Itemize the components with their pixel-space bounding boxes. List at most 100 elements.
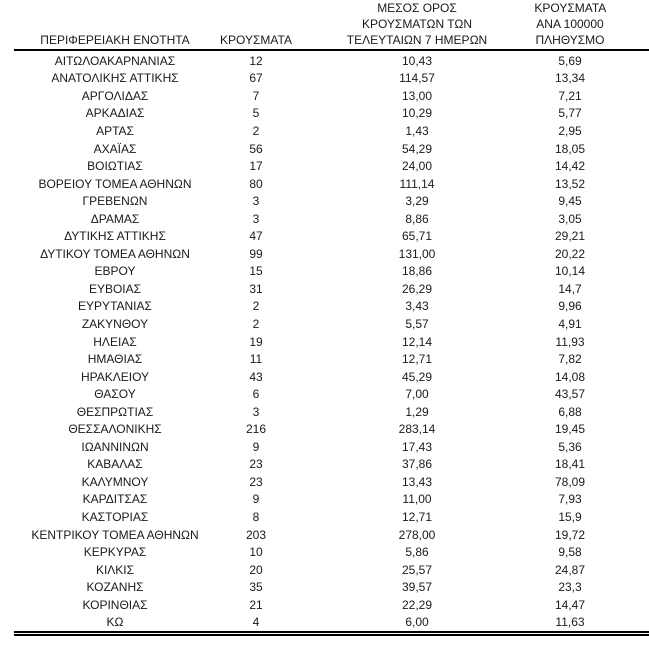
table-row: ΘΑΣΟΥ 6 7,00 43,57 [14, 385, 649, 403]
cell-avg7-value: 10,29 [401, 106, 433, 121]
cell-cases-value: 216 [245, 422, 267, 437]
table-row: ΚΑΣΤΟΡΙΑΣ 8 12,71 15,9 [14, 508, 649, 526]
cell-cases: 6 [216, 387, 296, 401]
cell-avg7-value: 26,29 [401, 281, 433, 296]
cell-per100k-value: 19,45 [554, 422, 586, 437]
cell-per100k: 5,36 [538, 440, 602, 454]
cell-avg7: 13,00 [296, 89, 538, 103]
table-row: ΗΛΕΙΑΣ 19 12,14 11,93 [14, 333, 649, 351]
cell-avg7-value: 111,14 [399, 176, 435, 191]
cell-per100k: 24,87 [538, 563, 602, 577]
cell-region: ΒΟΙΩΤΙΑΣ [14, 159, 216, 173]
cell-region: ΕΥΒΟΙΑΣ [14, 282, 216, 296]
cell-avg7: 13,43 [296, 475, 538, 489]
cell-per100k-value: 43,57 [554, 387, 586, 402]
table-row: ΒΟΙΩΤΙΑΣ 17 24,00 14,42 [14, 157, 649, 175]
cell-per100k-value: 20,22 [554, 246, 586, 261]
cell-cases: 43 [216, 370, 296, 384]
table-row: ΚΟΡΙΝΘΙΑΣ 21 22,29 14,47 [14, 596, 649, 614]
cell-cases-value: 43 [249, 369, 263, 384]
cell-avg7: 114,57 [296, 71, 538, 85]
cell-avg7-value: 278,00 [398, 527, 436, 542]
cell-avg7-value: 7,00 [405, 387, 429, 402]
cell-per100k-value: 3,05 [558, 211, 582, 226]
cell-avg7: 5,86 [296, 545, 538, 559]
cell-per100k: 7,21 [538, 89, 602, 103]
cell-per100k-value: 18,05 [554, 141, 586, 156]
column-header-per-100000-label: ΚΡΟΥΣΜΑΤΑ ΑΝΑ 100000 ΠΛΗΘΥΣΜΟ [534, 1, 607, 47]
cell-per100k: 14,08 [538, 370, 602, 384]
cell-region-value: ΗΜΑΘΙΑΣ [87, 352, 143, 367]
cell-avg7: 6,00 [296, 615, 538, 629]
cell-region: ΕΥΡΥΤΑΝΙΑΣ [14, 299, 216, 313]
cell-per100k-value: 5,36 [558, 439, 582, 454]
cell-region: ΚΟΡΙΝΘΙΑΣ [14, 598, 216, 612]
cell-region-value: ΑΝΑΤΟΛΙΚΗΣ ΑΤΤΙΚΗΣ [51, 71, 179, 86]
cell-per100k: 14,47 [538, 598, 602, 612]
table-row: ΕΒΡΟΥ 15 18,86 10,14 [14, 263, 649, 281]
table-row: ΑΝΑΤΟΛΙΚΗΣ ΑΤΤΙΚΗΣ 67 114,57 13,34 [14, 70, 649, 88]
cell-region-value: ΔΥΤΙΚΗΣ ΑΤΤΙΚΗΣ [64, 229, 166, 244]
cell-region: ΚΕΡΚΥΡΑΣ [14, 545, 216, 559]
cell-avg7: 5,57 [296, 317, 538, 331]
cell-per100k: 78,09 [538, 475, 602, 489]
table-row: ΔΥΤΙΚΟΥ ΤΟΜΕΑ ΑΘΗΝΩΝ 99 131,00 20,22 [14, 245, 649, 263]
cell-region-value: ΑΡΚΑΔΙΑΣ [85, 106, 145, 121]
cell-region-value: ΕΒΡΟΥ [94, 264, 136, 279]
cell-cases: 99 [216, 247, 296, 261]
cell-avg7: 10,43 [296, 54, 538, 68]
cell-region: ΔΡΑΜΑΣ [14, 212, 216, 226]
cell-avg7: 24,00 [296, 159, 538, 173]
cell-region-value: ΓΡΕΒΕΝΩΝ [82, 194, 148, 209]
cell-region: ΗΡΑΚΛΕΙΟΥ [14, 370, 216, 384]
cell-per100k: 23,3 [538, 580, 602, 594]
cell-region: ΚΙΛΚΙΣ [14, 563, 216, 577]
cell-per100k-value: 14,42 [554, 159, 586, 174]
table-row: ΚΟΖΑΝΗΣ 35 39,57 23,3 [14, 578, 649, 596]
cell-cases: 3 [216, 405, 296, 419]
cell-region-value: ΕΥΒΟΙΑΣ [88, 281, 142, 296]
cell-cases: 5 [216, 106, 296, 120]
cell-per100k-value: 14,47 [554, 597, 586, 612]
cell-cases: 20 [216, 563, 296, 577]
cell-cases-value: 11 [249, 352, 263, 367]
cell-region: ΚΑΛΥΜΝΟΥ [14, 475, 216, 489]
cell-avg7: 39,57 [296, 580, 538, 594]
cell-avg7-value: 13,00 [401, 88, 433, 103]
table-row: ΘΕΣΠΡΩΤΙΑΣ 3 1,29 6,88 [14, 403, 649, 421]
cell-region: ΚΕΝΤΡΙΚΟΥ ΤΟΜΕΑ ΑΘΗΝΩΝ [14, 528, 216, 542]
cell-cases-value: 7 [252, 88, 260, 103]
cell-region: ΒΟΡΕΙΟΥ ΤΟΜΕΑ ΑΘΗΝΩΝ [14, 177, 216, 191]
cell-avg7: 10,29 [296, 106, 538, 120]
cell-cases: 11 [216, 352, 296, 366]
cell-per100k: 18,05 [538, 142, 602, 156]
cell-region-value: ΖΑΚΥΝΘΟΥ [81, 316, 149, 331]
cell-region: ΚΟΖΑΝΗΣ [14, 580, 216, 594]
column-header-region-label: ΠΕΡΙΦΕΡΕΙΑΚΗ ΕΝΟΤΗΤΑ [40, 33, 190, 47]
cell-avg7: 12,71 [296, 510, 538, 524]
table-row: ΚΕΝΤΡΙΚΟΥ ΤΟΜΕΑ ΑΘΗΝΩΝ 203 278,00 19,72 [14, 526, 649, 544]
cell-region-value: ΚΕΝΤΡΙΚΟΥ ΤΟΜΕΑ ΑΘΗΝΩΝ [31, 527, 199, 542]
table-row: ΑΧΑΪΑΣ 56 54,29 18,05 [14, 140, 649, 158]
cell-cases-value: 80 [249, 176, 263, 191]
cell-region: ΕΒΡΟΥ [14, 264, 216, 278]
cell-per100k-value: 78,09 [554, 474, 586, 489]
table-row: ΑΙΤΩΛΟΑΚΑΡΝΑΝΙΑΣ 12 10,43 5,69 [14, 52, 649, 70]
table-row: ΗΜΑΘΙΑΣ 11 12,71 7,82 [14, 350, 649, 368]
cell-avg7-value: 37,86 [401, 457, 433, 472]
cell-region-value: ΚΙΛΚΙΣ [95, 562, 135, 577]
cell-avg7: 25,57 [296, 563, 538, 577]
cell-avg7-value: 13,43 [401, 474, 433, 489]
cell-cases: 9 [216, 440, 296, 454]
cell-cases-value: 3 [252, 211, 260, 226]
cell-region: ΙΩΑΝΝΙΝΩΝ [14, 440, 216, 454]
cell-per100k-value: 11,93 [555, 334, 585, 349]
cell-avg7-value: 6,00 [405, 615, 429, 630]
table-row: ΚΑΛΥΜΝΟΥ 23 13,43 78,09 [14, 473, 649, 491]
cell-region: ΑΧΑΪΑΣ [14, 142, 216, 156]
cell-avg7: 12,71 [296, 352, 538, 366]
cell-cases-value: 23 [249, 457, 263, 472]
cell-per100k: 15,9 [538, 510, 602, 524]
cell-avg7: 1,29 [296, 405, 538, 419]
cell-region-value: ΚΑΡΔΙΤΣΑΣ [82, 492, 148, 507]
